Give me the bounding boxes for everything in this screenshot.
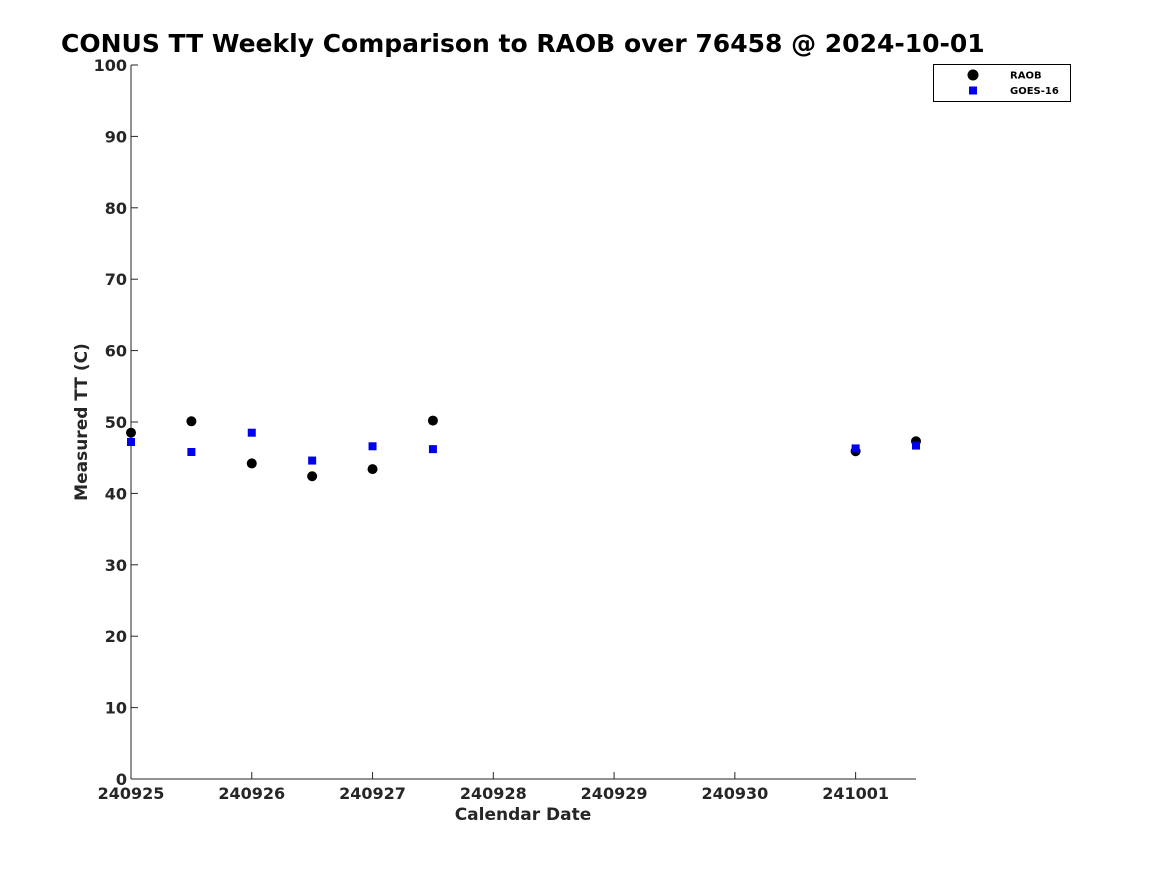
- point-raob: [246, 458, 257, 469]
- axes: 0 10 20 30 40 50 60 70 80 90 100 240925 240926 240927…: [94, 56, 916, 803]
- x-tick-label: 240926: [218, 784, 285, 803]
- data-points: [126, 415, 921, 482]
- y-tick-label: 50: [105, 413, 127, 432]
- legend-marker-square: [969, 86, 977, 95]
- point-raob: [367, 464, 378, 475]
- legend-box: [933, 64, 1071, 102]
- y-tick-label: 30: [105, 556, 127, 575]
- point-goes-16: [308, 456, 317, 465]
- legend-label: RAOB: [1010, 71, 1042, 82]
- y-tick-label: 100: [94, 56, 127, 75]
- point-goes-16: [247, 428, 256, 437]
- point-raob: [427, 415, 438, 426]
- y-tick-label: 40: [105, 484, 127, 503]
- point-goes-16: [368, 442, 377, 451]
- x-tick-label: 240929: [581, 784, 648, 803]
- y-tick-label: 10: [105, 699, 127, 718]
- point-goes-16: [187, 447, 196, 456]
- point-goes-16: [127, 437, 135, 446]
- y-tick-label: 0: [116, 770, 127, 789]
- point-raob: [307, 471, 318, 482]
- y-tick-label: 70: [105, 270, 127, 289]
- y-tick-label: 20: [105, 627, 127, 646]
- x-tick-label: 241001: [822, 784, 889, 803]
- x-tick-label: 240928: [460, 784, 527, 803]
- x-tick-label: 240925: [98, 784, 165, 803]
- legend-marker-circle: [967, 69, 979, 81]
- y-tick-label: 80: [105, 199, 127, 218]
- point-goes-16: [912, 441, 920, 450]
- point-goes-16: [851, 444, 860, 453]
- point-raob: [186, 416, 197, 427]
- point-goes-16: [428, 445, 437, 454]
- x-tick-label: 240927: [339, 784, 406, 803]
- y-tick-label: 60: [105, 342, 127, 361]
- x-axis-label: Calendar Date: [455, 805, 592, 825]
- y-tick-label: 90: [105, 127, 127, 146]
- point-raob: [126, 427, 136, 438]
- legend: RAOB GOES-16: [933, 64, 1071, 102]
- y-axis-label: Measured TT (C): [72, 343, 92, 501]
- chart-title: CONUS TT Weekly Comparison to RAOB over …: [61, 29, 985, 58]
- legend-label: GOES-16: [1010, 86, 1059, 97]
- x-tick-label: 240930: [701, 784, 768, 803]
